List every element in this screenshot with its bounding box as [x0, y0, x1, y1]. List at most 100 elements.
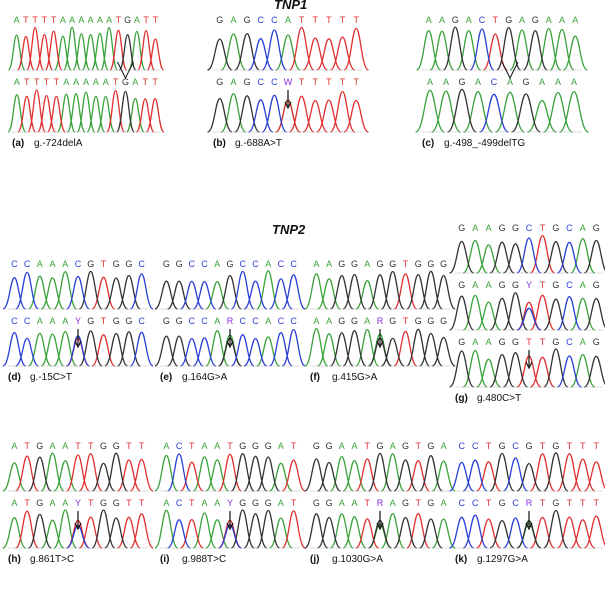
base-letter: A	[326, 316, 332, 326]
base-letter: A	[486, 280, 492, 290]
base-letter: T	[403, 316, 409, 326]
trace-a	[28, 271, 78, 310]
base-letter: G	[244, 15, 251, 25]
base-letter: T	[44, 77, 50, 87]
base-letter: C	[138, 259, 145, 269]
panel-d: C C A A A C G T G G CC C A A A Y G T G G C(d) g.-15C>T	[2, 259, 154, 383]
base-letter: A	[49, 498, 55, 508]
base-letter: T	[101, 259, 107, 269]
mutation-arrowhead	[226, 522, 234, 531]
panel-label: (g)	[455, 393, 468, 404]
base-letter: G	[100, 441, 107, 451]
base-letter: A	[472, 223, 478, 233]
panel-h: A T G A A T T G G T TA T G A A Y T G G T T(h) g.861T>C	[2, 441, 154, 565]
base-letter: A	[62, 498, 68, 508]
base-letter: Y	[75, 316, 81, 326]
base-letter: A	[163, 441, 169, 451]
base-letter: A	[278, 441, 284, 451]
trace-g	[304, 452, 443, 492]
base-letter: C	[24, 259, 31, 269]
base-letter: G	[402, 441, 409, 451]
base-letter: T	[88, 498, 94, 508]
base-letter: T	[326, 77, 332, 87]
trace-g	[447, 88, 541, 133]
trace-t	[516, 355, 555, 388]
base-letter: G	[458, 77, 465, 87]
base-letter: A	[88, 15, 94, 25]
base-letter: G	[252, 498, 259, 508]
base-letter: G	[532, 15, 539, 25]
base-letter: G	[512, 337, 519, 347]
base-letter: G	[552, 337, 559, 347]
panel-label: (k)	[455, 554, 467, 565]
base-letter: A	[472, 280, 478, 290]
base-letter: C	[75, 259, 82, 269]
base-letter: C	[458, 441, 465, 451]
panel-caption: g.-498_-499delTG	[444, 138, 525, 149]
base-letter: C	[566, 223, 573, 233]
panel-label: (j)	[310, 554, 319, 565]
base-letter: T	[299, 77, 305, 87]
deletion-caret	[117, 61, 134, 80]
base-letter: T	[291, 441, 297, 451]
base-letter: A	[555, 77, 561, 87]
panel-i: A C T A A T G G G A TA C T A A Y G G G A T(i) g.988T>C	[154, 441, 306, 565]
base-letter: A	[539, 77, 545, 87]
base-letter: T	[24, 498, 30, 508]
trace-a	[462, 349, 596, 388]
base-letter: T	[540, 280, 546, 290]
base-letter: C	[252, 259, 259, 269]
base-letter: T	[540, 223, 546, 233]
base-letter: C	[138, 316, 145, 326]
panel-caption: g.861T>C	[30, 554, 74, 565]
base-letter: T	[54, 77, 60, 87]
base-letter: A	[214, 441, 220, 451]
base-letter: G	[389, 259, 396, 269]
base-letter: T	[88, 441, 94, 451]
panel-caption: g.988T>C	[182, 554, 226, 565]
mutation-arrowhead	[74, 522, 82, 531]
base-letter: A	[571, 77, 577, 87]
trace-g	[449, 348, 605, 388]
trace-g	[207, 32, 260, 71]
base-letter: T	[353, 15, 359, 25]
base-letter: C	[290, 259, 297, 269]
trace-g	[449, 292, 605, 331]
base-letter: G	[512, 280, 519, 290]
panel-label: (c)	[422, 138, 434, 149]
base-letter: T	[326, 15, 332, 25]
panel-g: G A A G G C T G C A GG A A G G Y T G C A GG A A G G T T G C A G(g) g.48…	[449, 223, 605, 404]
base-letter: G	[216, 15, 223, 25]
trace-g	[78, 330, 141, 367]
base-letter: A	[472, 337, 478, 347]
base-letter: T	[227, 441, 233, 451]
base-letter: A	[351, 498, 357, 508]
trace-a	[7, 26, 146, 71]
base-letter: T	[353, 77, 359, 87]
trace-g	[449, 239, 605, 274]
base-letter: G	[593, 223, 600, 233]
base-letter: C	[491, 77, 498, 87]
trace-c	[248, 94, 287, 133]
base-letter: G	[427, 441, 434, 451]
base-letter: A	[103, 77, 109, 87]
base-letter: T	[34, 77, 40, 87]
base-letter: T	[299, 15, 305, 25]
base-letter: C	[201, 259, 208, 269]
base-letter: A	[132, 77, 138, 87]
panel-caption: g.480C>T	[477, 393, 521, 404]
panel-caption: g.1297G>A	[477, 554, 528, 565]
mutation-arrowhead	[525, 361, 533, 370]
panel-caption: g.-15C>T	[30, 372, 72, 383]
base-letter: A	[69, 15, 75, 25]
base-letter: T	[101, 316, 107, 326]
base-letter: G	[313, 498, 320, 508]
mutation-arrowhead	[525, 522, 533, 531]
panel-caption: g.1030G>A	[332, 554, 383, 565]
base-letter: G	[376, 259, 383, 269]
base-letter: T	[51, 15, 57, 25]
base-letter: C	[257, 15, 264, 25]
base-letter: Y	[75, 498, 81, 508]
base-letter: T	[313, 77, 319, 87]
base-letter: T	[75, 441, 81, 451]
